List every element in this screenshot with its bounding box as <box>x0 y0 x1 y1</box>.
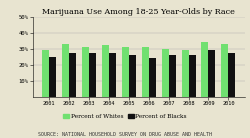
Bar <box>142 47 149 97</box>
Bar <box>42 50 49 97</box>
Bar <box>122 47 129 97</box>
Title: Marijuana Use Among 18-25 Year-Olds by Race: Marijuana Use Among 18-25 Year-Olds by R… <box>42 8 235 16</box>
Bar <box>69 53 76 97</box>
Bar <box>62 44 69 97</box>
Text: SOURCE: NATIONAL HOUSEHOLD SURVEY ON DRUG ABUSE AND HEALTH: SOURCE: NATIONAL HOUSEHOLD SURVEY ON DRU… <box>38 132 212 137</box>
Bar <box>208 50 216 97</box>
Bar <box>182 50 188 97</box>
Bar <box>162 49 168 97</box>
Legend: Percent of Whites, Percent of Blacks: Percent of Whites, Percent of Blacks <box>61 112 189 121</box>
Bar <box>228 53 235 97</box>
Bar <box>222 44 228 97</box>
Bar <box>89 53 96 97</box>
Bar <box>109 53 116 97</box>
Bar <box>49 57 56 97</box>
Bar <box>188 55 196 97</box>
Bar <box>102 45 109 97</box>
Bar <box>168 55 175 97</box>
Bar <box>129 55 136 97</box>
Bar <box>202 42 208 97</box>
Bar <box>82 47 89 97</box>
Bar <box>149 58 156 97</box>
